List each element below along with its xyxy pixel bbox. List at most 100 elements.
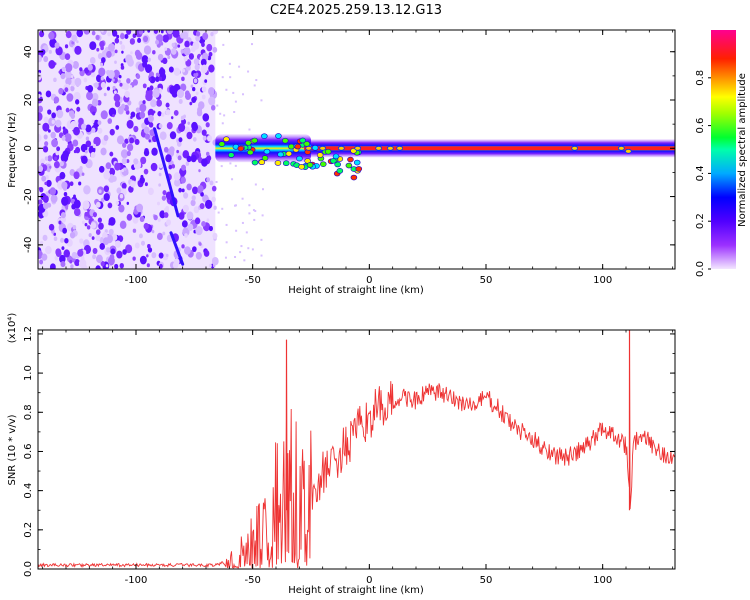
noise-blob	[206, 155, 212, 162]
signal-marker	[305, 145, 313, 151]
noise-blob	[159, 131, 167, 141]
noise-blob	[188, 53, 195, 60]
noise-blob	[158, 123, 163, 129]
speck	[221, 122, 224, 125]
x-tick-label: 100	[593, 275, 612, 286]
noise-blob	[186, 131, 193, 140]
speck	[253, 84, 256, 87]
speck	[243, 259, 246, 262]
noise-blob	[135, 107, 141, 113]
noise-blob	[101, 30, 104, 33]
noise-blob	[126, 78, 131, 84]
noise-blob	[129, 38, 136, 45]
noise-blob	[182, 227, 190, 237]
y-tick-label: 0.8	[23, 404, 34, 420]
noise-blob	[121, 168, 124, 173]
noise-blob	[50, 194, 58, 203]
noise-blob	[125, 244, 133, 254]
noise-blob	[162, 34, 169, 43]
y-tick-label: -40	[23, 237, 34, 253]
noise-blob	[42, 202, 49, 210]
noise-blob	[53, 96, 60, 104]
noise-blob	[120, 149, 129, 159]
speck	[252, 209, 255, 212]
noise-blob	[162, 231, 166, 236]
noise-blob	[53, 232, 57, 236]
noise-blob	[71, 40, 75, 45]
noise-blob	[65, 63, 73, 73]
noise-blob	[177, 44, 181, 48]
noise-blob	[195, 31, 201, 37]
noise-blob	[196, 109, 203, 117]
signal-blob	[245, 139, 252, 146]
noise-blob	[62, 227, 68, 234]
noise-blob	[205, 151, 210, 157]
noise-blob	[139, 255, 147, 265]
noise-blob	[143, 35, 149, 43]
noise-blob	[100, 76, 104, 81]
spectrogram-content	[38, 30, 675, 269]
noise-blob	[106, 86, 111, 91]
noise-blob	[39, 30, 45, 38]
speck	[225, 223, 228, 226]
signal-blob	[306, 162, 314, 168]
noise-blob	[60, 237, 65, 243]
noise-blob	[41, 253, 48, 261]
speck	[242, 93, 245, 96]
noise-blob	[106, 50, 112, 58]
speck	[247, 247, 250, 250]
noise-blob	[100, 147, 107, 156]
speck	[234, 255, 237, 258]
noise-blob	[51, 138, 59, 148]
noise-blob	[168, 164, 173, 170]
noise-blob	[192, 86, 196, 92]
noise-blob	[184, 233, 188, 238]
speck	[251, 43, 254, 46]
noise-blob	[47, 129, 51, 133]
noise-blob	[132, 79, 139, 86]
noise-blob	[91, 30, 96, 36]
noise-blob	[120, 65, 125, 70]
noise-blob	[155, 39, 160, 45]
snr-frame	[37, 329, 676, 570]
noise-blob	[181, 188, 185, 193]
noise-blob	[42, 122, 50, 132]
noise-blob	[184, 40, 190, 48]
noise-blob	[167, 55, 171, 60]
signal-blob	[261, 133, 268, 139]
noise-blob	[112, 30, 118, 37]
noise-blob	[45, 175, 49, 180]
speck	[241, 197, 244, 200]
noise-blob	[60, 211, 66, 219]
noise-blob	[102, 231, 108, 240]
noise-blob	[59, 171, 66, 180]
noise-blob	[116, 34, 120, 39]
speck	[251, 248, 254, 251]
speck	[229, 162, 232, 165]
noise-blob	[186, 155, 192, 163]
noise-blob	[56, 109, 64, 119]
signal-blob	[324, 148, 332, 155]
noise-blob	[201, 221, 206, 227]
noise-blob	[115, 200, 119, 206]
noise-blob	[55, 249, 62, 258]
noise-blob	[198, 242, 202, 246]
noise-blob	[191, 195, 196, 201]
noise-blob	[58, 87, 64, 95]
noise-blob	[65, 107, 70, 113]
noise-blob	[205, 122, 210, 128]
colorbar-tick-label: 0.4	[695, 165, 706, 181]
noise-blob	[208, 51, 213, 57]
noise-blob	[192, 186, 199, 195]
noise-blob	[51, 112, 56, 119]
signal-blob	[285, 150, 293, 157]
noise-blob	[39, 259, 44, 265]
noise-blob	[44, 141, 49, 147]
noise-blob	[201, 129, 207, 136]
signal-blob	[311, 145, 319, 151]
noise-blob	[143, 126, 150, 134]
speck	[240, 245, 243, 248]
noise-blob	[164, 47, 168, 51]
noise-blob	[146, 254, 149, 258]
